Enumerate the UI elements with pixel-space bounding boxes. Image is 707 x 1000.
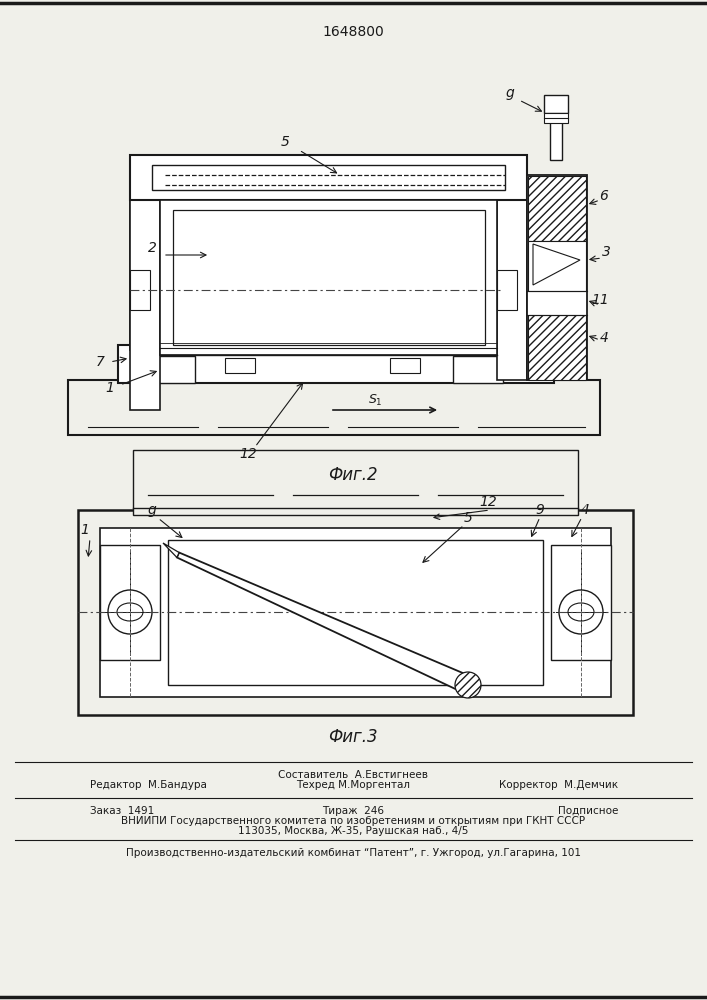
Text: Заказ  1491: Заказ 1491 <box>90 806 154 816</box>
Text: 2: 2 <box>148 241 156 255</box>
Bar <box>528 315 586 380</box>
Text: 1: 1 <box>105 381 115 395</box>
Text: 5: 5 <box>281 135 289 149</box>
Bar <box>130 175 160 410</box>
Text: Производственно-издательский комбинат “Патент”, г. Ужгород, ул.Гагарина, 101: Производственно-издательский комбинат “П… <box>126 848 580 858</box>
Bar <box>528 241 586 291</box>
Circle shape <box>108 590 152 634</box>
Text: Фиг.2: Фиг.2 <box>328 466 378 484</box>
Text: Редактор  М.Бандура: Редактор М.Бандура <box>90 780 207 790</box>
Text: g: g <box>506 86 515 100</box>
Bar <box>528 176 586 241</box>
Text: 1648800: 1648800 <box>322 25 384 39</box>
Text: Тираж  246: Тираж 246 <box>322 806 384 816</box>
Polygon shape <box>533 244 580 285</box>
Bar <box>550 105 562 160</box>
Bar <box>173 210 485 345</box>
Text: 113035, Москва, Ж-35, Раушская наб., 4/5: 113035, Москва, Ж-35, Раушская наб., 4/5 <box>238 826 468 836</box>
Bar <box>160 200 497 355</box>
Bar <box>145 356 195 383</box>
Text: g: g <box>148 503 156 517</box>
Bar <box>130 155 527 200</box>
Bar <box>168 540 543 685</box>
Text: 4: 4 <box>580 503 590 517</box>
Bar <box>78 510 633 715</box>
Text: 4: 4 <box>600 331 609 345</box>
Bar <box>133 450 578 515</box>
Text: $S_1$: $S_1$ <box>368 392 382 408</box>
Bar <box>152 165 505 190</box>
Ellipse shape <box>568 603 594 621</box>
Bar <box>225 358 255 373</box>
Polygon shape <box>163 543 179 557</box>
Bar <box>390 358 420 373</box>
Bar <box>68 380 600 435</box>
Text: 12: 12 <box>239 447 257 461</box>
Circle shape <box>559 590 603 634</box>
Bar <box>497 270 517 310</box>
Bar <box>544 113 568 123</box>
Bar <box>130 175 160 350</box>
Text: 5: 5 <box>464 511 472 525</box>
Text: 11: 11 <box>591 293 609 307</box>
Text: 9: 9 <box>536 503 544 517</box>
Bar <box>544 95 568 113</box>
Bar <box>100 545 160 660</box>
Bar <box>118 345 554 383</box>
Text: Корректор  М.Демчик: Корректор М.Демчик <box>499 780 618 790</box>
Text: Техред М.Моргентал: Техред М.Моргентал <box>296 780 410 790</box>
Polygon shape <box>177 553 472 693</box>
Bar <box>497 175 527 350</box>
Text: Подписное: Подписное <box>558 806 618 816</box>
Text: Фиг.3: Фиг.3 <box>328 728 378 746</box>
Bar <box>497 175 527 380</box>
Text: Составитель  А.Евстигнеев: Составитель А.Евстигнеев <box>278 770 428 780</box>
Text: ВНИИПИ Государственного комитета по изобретениям и открытиям при ГКНТ СССР: ВНИИПИ Государственного комитета по изоб… <box>121 816 585 826</box>
Bar <box>130 270 150 310</box>
Text: 7: 7 <box>95 355 105 369</box>
Text: 3: 3 <box>602 245 610 259</box>
Bar <box>527 175 587 380</box>
Ellipse shape <box>117 603 143 621</box>
Text: 6: 6 <box>600 189 609 203</box>
Bar <box>453 356 503 383</box>
Bar <box>100 528 611 697</box>
Circle shape <box>455 672 481 698</box>
Text: 1: 1 <box>81 523 90 537</box>
Text: 12: 12 <box>479 495 497 509</box>
Bar <box>551 545 611 660</box>
